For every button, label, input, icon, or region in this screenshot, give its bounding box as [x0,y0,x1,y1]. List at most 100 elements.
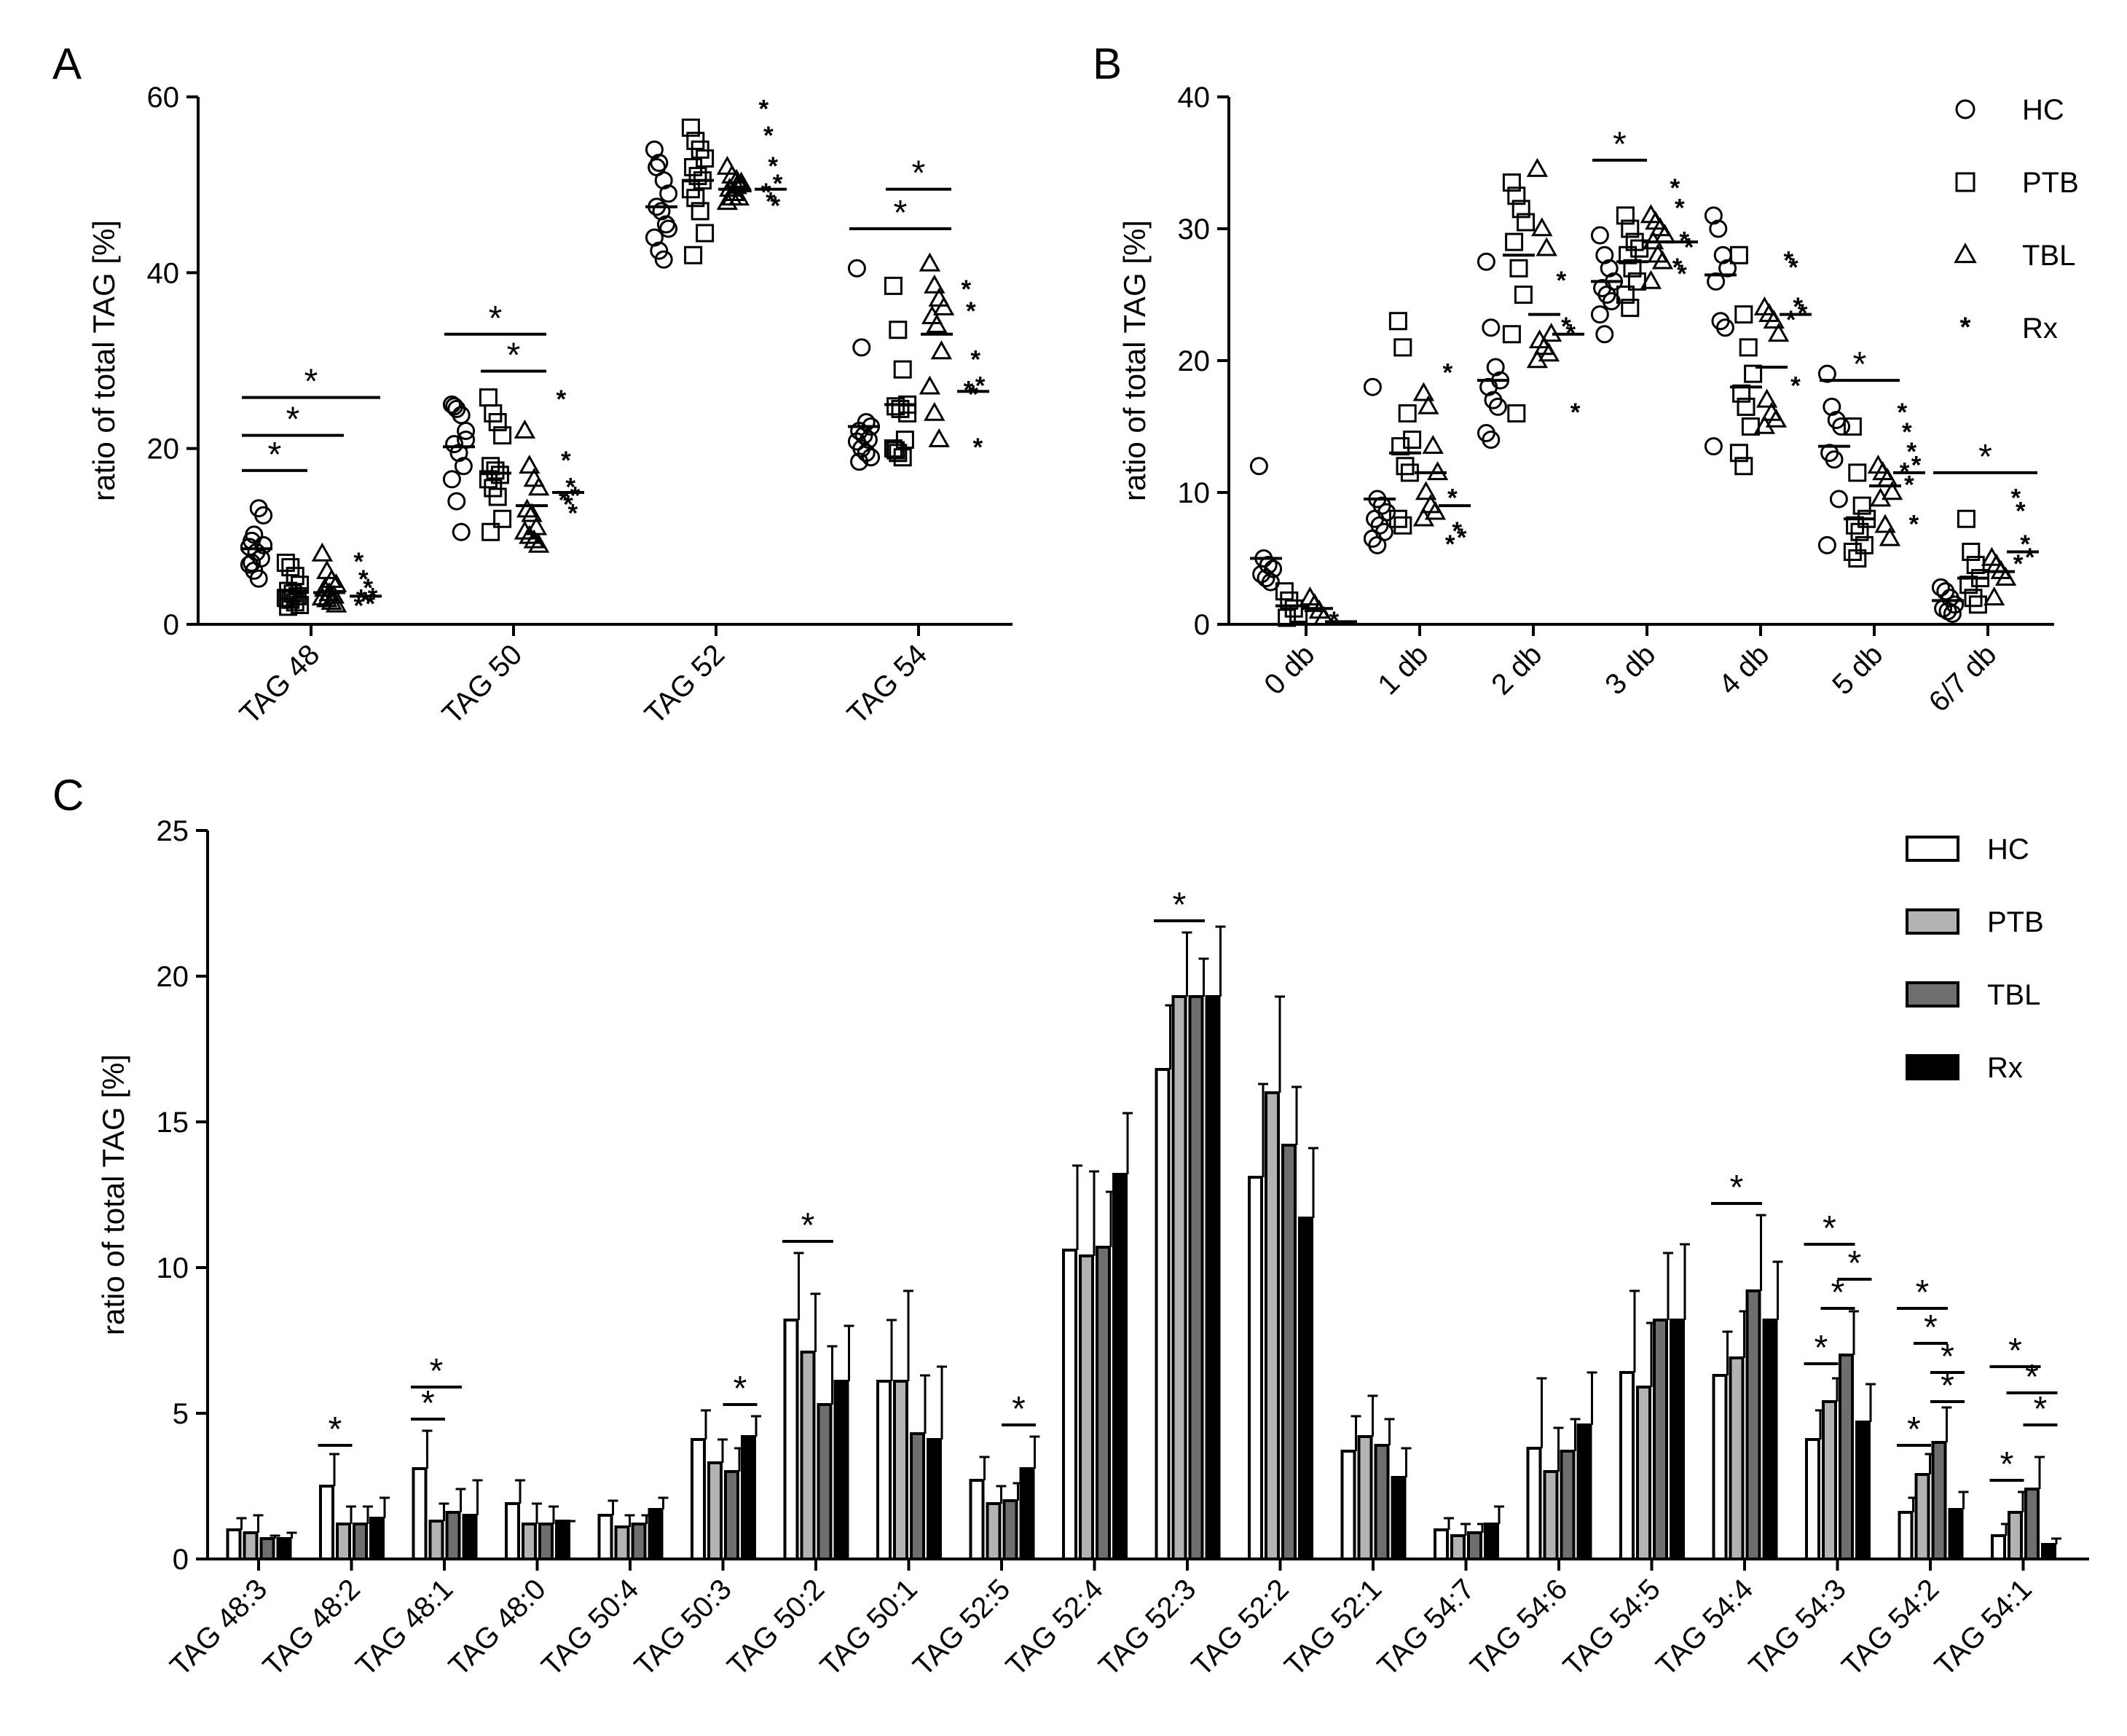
data-point-tbl [726,175,747,195]
data-point-hc [254,506,273,525]
bar-rx [1484,1523,1499,1560]
data-point-rx: * [561,447,571,475]
bar-ptb [707,1461,723,1560]
data-point-rx: * [354,592,364,620]
bar-rx [927,1438,942,1560]
data-point-rx: * [2013,550,2024,578]
significance-star: * [489,299,503,338]
significance-star: * [1916,1273,1930,1312]
data-point-rx: * [361,587,371,616]
bar-rx [833,1380,849,1560]
legend-marker-rx: * [1960,311,1971,342]
x-category-label: TAG 48:3 [164,1573,273,1682]
legend-label-tbl: TBL [1987,979,2040,1011]
data-point-hc [1477,252,1495,271]
data-point-hc [1261,573,1280,592]
significance-star: * [268,436,282,474]
significance-star: * [2000,1445,2014,1484]
data-point-ptb [693,171,712,190]
bar-hc [969,1479,985,1560]
data-point-ptb [1507,404,1526,423]
bar-hc [1340,1450,1356,1560]
data-point-hc [1482,431,1501,449]
x-category-label: TAG 52:2 [1186,1573,1295,1682]
data-point-ptb [684,246,703,264]
data-point-ptb [1514,286,1533,304]
data-point-tbl [1536,237,1557,256]
data-point-rx: * [568,500,578,528]
x-category-label: TAG 50:2 [721,1573,830,1682]
y-tick-label: 40 [147,257,180,289]
bar-tbl [1931,1441,1947,1560]
data-point-tbl [1531,217,1553,237]
x-category-label: 4 db [1713,638,1775,701]
data-point-ptb [1848,463,1867,482]
bar-rx [1670,1319,1685,1560]
significance-star: * [2025,1358,2039,1397]
legend-marker-hc [1955,99,1975,119]
legend-label-tbl: TBL [2022,240,2075,272]
bar-ptb [2008,1511,2023,1560]
data-point-tbl [930,340,953,360]
data-point-hc [1590,305,1609,324]
data-point-rx: * [354,548,364,576]
data-point-tbl [1763,309,1785,329]
significance-star: * [1173,886,1187,924]
x-category-label: TAG 52:5 [907,1573,1016,1682]
bar-tbl [538,1523,554,1560]
bar-hc [1805,1438,1820,1560]
significance-star: * [1941,1338,1954,1376]
data-point-ptb [1737,397,1756,416]
x-category-label: TAG 54:7 [1372,1573,1481,1682]
data-point-ptb [681,118,700,137]
data-point-ptb [1388,509,1407,528]
x-category-label: TAG 54:4 [1650,1573,1759,1682]
data-point-rx: * [763,122,774,150]
x-category-label: TAG 50:4 [535,1573,645,1682]
bar-ptb [986,1502,1002,1560]
data-point-tbl [311,542,334,562]
significance-star: * [329,1410,342,1449]
data-point-ptb [1505,232,1524,251]
bar-tbl [1467,1531,1482,1560]
data-point-hc [1931,578,1950,597]
data-point-tbl [919,375,941,395]
data-point-rx: * [759,95,769,124]
bar-tbl [1560,1450,1576,1560]
data-point-ptb [286,567,304,586]
data-point-ptb [886,397,905,416]
bar-hc [505,1502,520,1560]
data-point-ptb [691,140,709,159]
data-point-hc [457,422,476,441]
data-point-hc [1602,292,1621,311]
data-point-ptb [1621,219,1640,238]
significance-star: * [894,194,908,232]
data-point-ptb [1741,417,1760,436]
bar-rx [462,1514,478,1560]
data-point-ptb [1400,463,1419,482]
x-category-label: TAG 52:3 [1093,1573,1202,1682]
data-point-ptb [884,276,903,295]
data-point-tbl [1538,342,1560,362]
data-point-ptb [1627,272,1646,291]
bar-hc [1248,1176,1263,1560]
bar-tbl [1374,1444,1390,1560]
data-point-rx: * [1684,234,1694,262]
data-point-hc [1368,535,1387,554]
data-point-hc [654,250,673,269]
data-point-tbl [1874,514,1896,533]
bar-hc [412,1467,428,1560]
data-point-tbl [1753,415,1776,434]
data-point-tbl [1994,566,2017,586]
data-point-tbl [1526,349,1549,369]
data-point-rx: * [1452,517,1462,546]
data-point-rx: * [1906,438,1916,466]
y-axis-title: ratio of total TAG [%] [96,1054,130,1335]
bar-ptb [1729,1356,1745,1560]
bar-hc [1712,1374,1728,1560]
data-point-hc [447,492,466,511]
data-point-hc [452,522,471,541]
data-point-ptb [1616,206,1635,225]
data-point-hc [659,219,678,238]
data-point-ptb [488,412,507,431]
